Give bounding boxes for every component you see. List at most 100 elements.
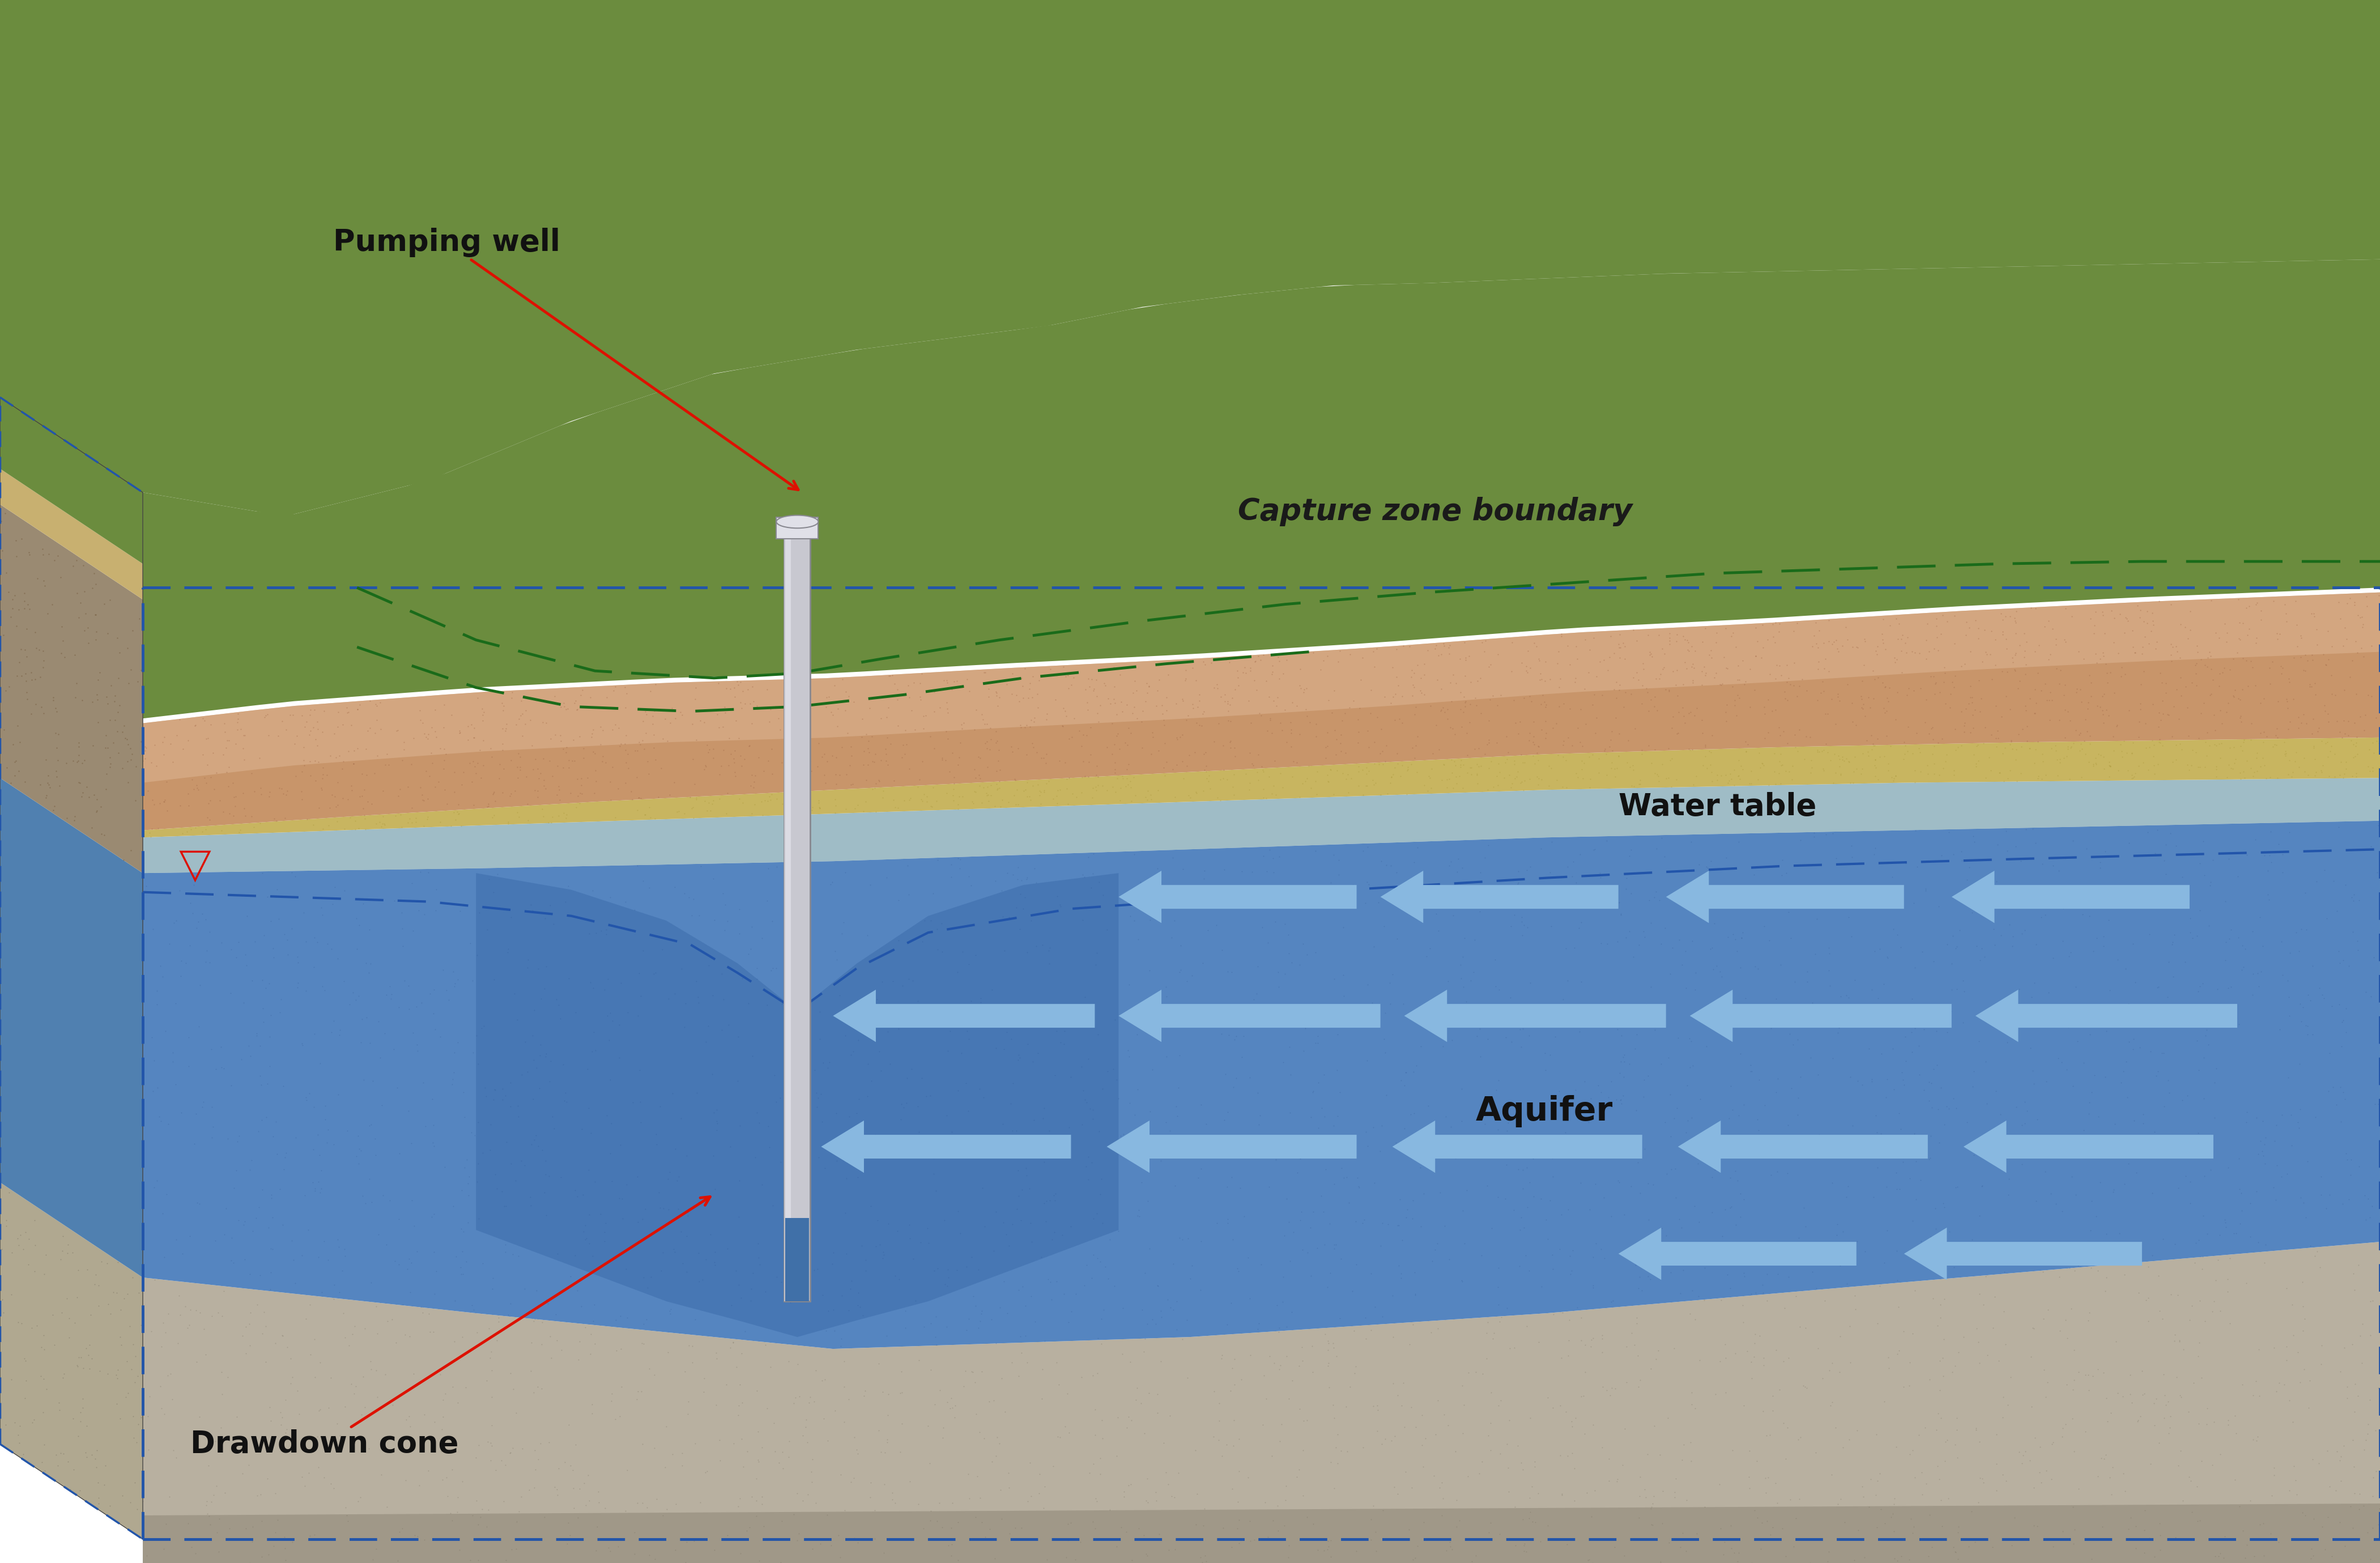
Point [1609,750,1647,775]
Point [593,755,631,780]
Point [2118,1410,2156,1435]
Point [797,1094,835,1119]
Point [1307,746,1345,771]
Point [1021,778,1059,803]
Point [671,1333,709,1358]
Point [621,1379,659,1404]
Point [2,636,40,661]
Point [245,1010,283,1035]
Point [1466,741,1504,766]
Point [1019,681,1057,706]
Point [2335,589,2373,614]
Point [1733,1366,1771,1391]
Point [940,1221,978,1246]
Point [804,1282,843,1307]
Point [719,1404,757,1429]
Point [290,722,328,747]
Point [1233,860,1271,885]
Point [145,789,183,814]
Point [538,988,576,1013]
Point [359,1385,397,1410]
Point [562,683,600,708]
Point [981,1296,1019,1321]
Point [295,813,333,838]
Point [1288,766,1326,791]
Point [278,971,317,996]
Point [33,797,71,822]
Point [202,1035,240,1060]
Point [1568,1110,1607,1135]
Point [1102,689,1140,714]
Point [2318,899,2356,924]
Point [474,1433,512,1458]
Point [847,922,885,947]
Point [2218,588,2256,613]
Point [731,1515,769,1540]
Point [2344,717,2380,742]
Point [1997,747,2035,772]
Point [2094,1010,2132,1035]
Point [271,1371,309,1396]
Point [1497,1122,1535,1147]
Point [881,997,919,1022]
Point [2061,689,2099,714]
Point [919,847,957,872]
Point [428,1465,466,1490]
Point [7,644,45,669]
Point [926,1208,964,1233]
Point [1597,1086,1635,1111]
Point [866,705,904,730]
Point [1923,1346,1961,1371]
Point [1357,1519,1395,1544]
Point [776,775,814,800]
Point [590,1535,628,1560]
Point [1031,1188,1069,1213]
Point [1897,817,1935,842]
Point [1078,763,1116,788]
Point [207,1196,245,1221]
Point [267,1416,305,1441]
Point [1438,1515,1476,1540]
Point [1830,905,1868,930]
Point [919,789,957,814]
Point [1002,1177,1040,1202]
Point [2282,1500,2320,1525]
Point [1016,1310,1054,1335]
Point [2209,1279,2247,1304]
Point [1016,857,1054,882]
Point [750,749,788,774]
Point [381,1207,419,1232]
Point [621,961,659,986]
Point [1319,727,1357,752]
Point [459,1547,497,1563]
Point [105,847,143,872]
Point [1235,986,1273,1011]
Point [1354,1114,1392,1139]
Point [362,689,400,714]
Point [576,758,614,783]
Point [588,750,626,775]
Point [2071,1089,2109,1114]
Point [1975,627,2013,652]
Point [1002,666,1040,691]
Point [1309,1536,1347,1561]
Point [502,755,540,780]
Point [628,749,666,774]
Point [2185,863,2223,888]
Point [257,1141,295,1166]
Point [835,1525,873,1550]
Point [2335,1277,2373,1302]
Point [1856,939,1894,964]
Point [1754,1383,1792,1408]
Point [2197,753,2235,778]
Point [1921,680,1959,705]
Point [1811,974,1849,999]
Point [750,1135,788,1160]
Point [2085,639,2123,664]
Point [1640,1338,1678,1363]
Point [1354,1393,1392,1418]
Point [1933,924,1971,949]
Point [1026,1191,1064,1216]
Point [1685,616,1723,641]
Point [1226,655,1264,680]
